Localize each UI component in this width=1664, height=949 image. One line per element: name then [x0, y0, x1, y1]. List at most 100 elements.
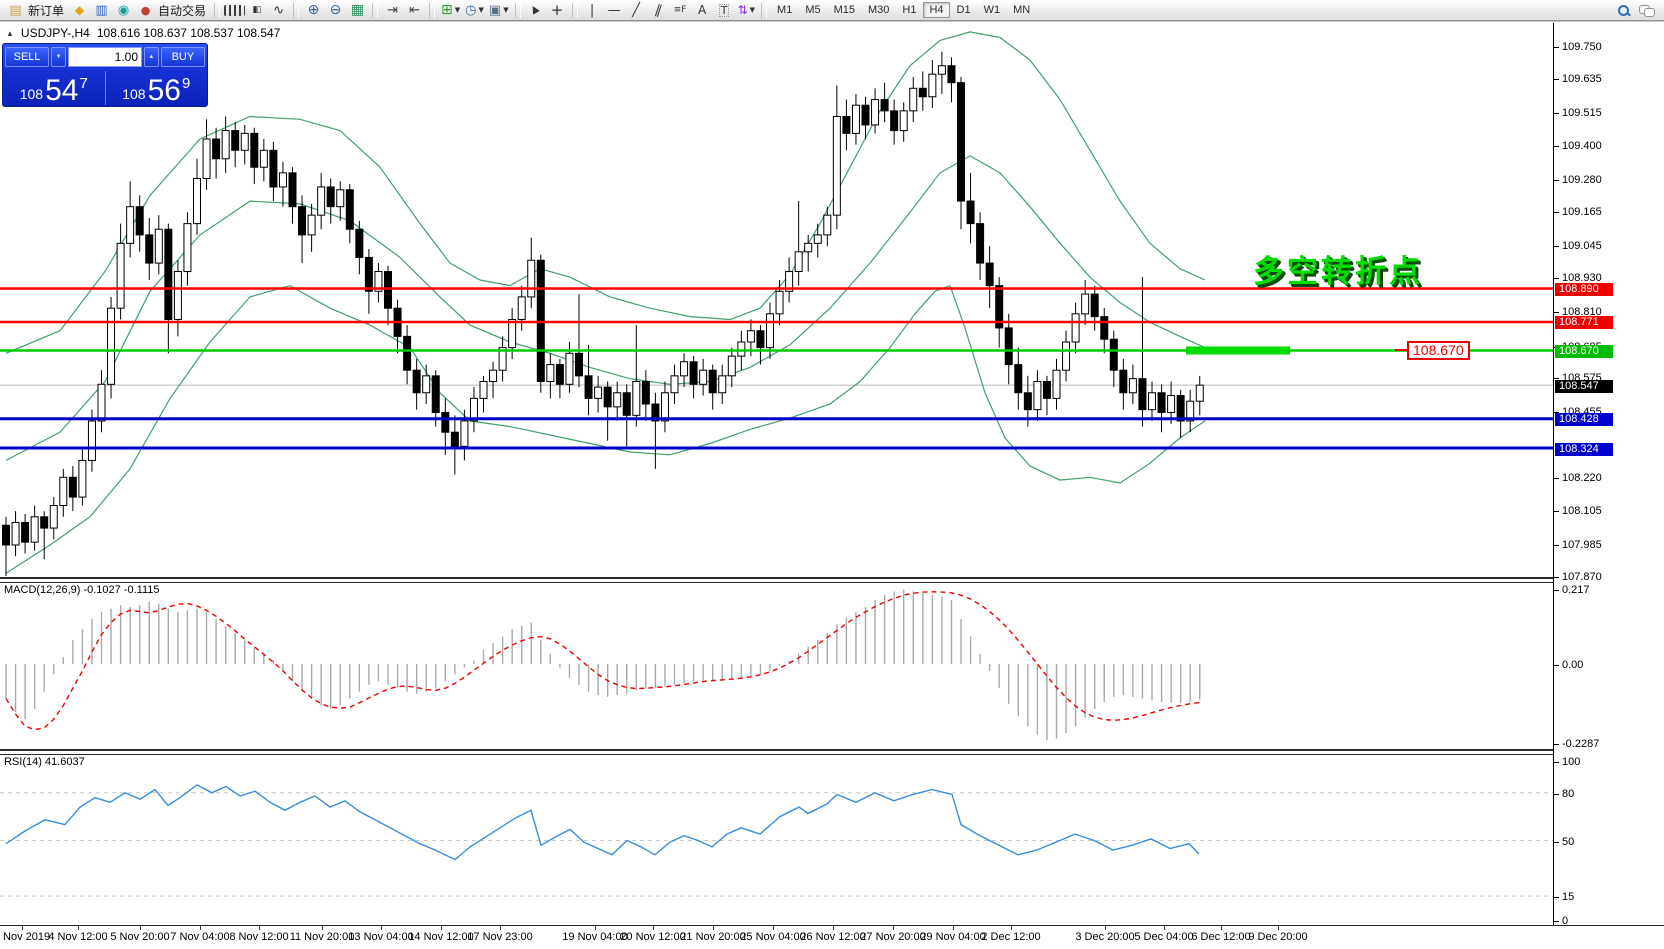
candle: [804, 234, 813, 272]
timeframe-d1[interactable]: D1: [956, 4, 971, 16]
chat-icon[interactable]: [1638, 3, 1659, 17]
candle: [1186, 389, 1195, 433]
vertical-line-icon[interactable]: [582, 2, 603, 19]
zoom-in-icon[interactable]: [303, 2, 324, 19]
candle: [59, 468, 68, 517]
lot-increase-button[interactable]: ▲: [144, 47, 159, 67]
main-price-chart[interactable]: [0, 23, 1553, 577]
price-axis[interactable]: 109.750 109.635 109.515 109.400 109.280 109.1…: [1553, 23, 1664, 927]
text-icon[interactable]: [692, 2, 713, 19]
toolbar-separator: [372, 2, 379, 18]
candle: [1157, 384, 1166, 433]
price-tag-box[interactable]: 108.670: [1407, 340, 1470, 360]
auto-scroll-icon[interactable]: [382, 2, 403, 19]
timeframe-m30[interactable]: M30: [868, 4, 890, 16]
text-label-icon[interactable]: [714, 2, 735, 19]
dropdown-caret-icon[interactable]: ▼: [478, 5, 484, 14]
candle: [21, 513, 30, 554]
dropdown-caret-icon[interactable]: ▼: [503, 5, 509, 14]
macd-tick-label: 0.00: [1553, 659, 1584, 671]
templates-icon[interactable]: ▼: [487, 2, 511, 19]
crosshair-icon[interactable]: [547, 2, 568, 19]
timeframe-m15[interactable]: M15: [833, 4, 855, 16]
trendline-icon[interactable]: [626, 2, 647, 19]
candle: [307, 203, 316, 252]
time-label: 9 Dec 20:00: [1248, 931, 1308, 943]
candle: [240, 124, 249, 165]
layout-profile-icon[interactable]: [69, 2, 90, 19]
time-tick: [1164, 926, 1165, 930]
tile-windows-icon[interactable]: [347, 2, 368, 19]
timeframe-h4[interactable]: H4: [923, 2, 950, 18]
candle: [1090, 285, 1099, 331]
line-chart-icon[interactable]: [268, 2, 289, 19]
channel-icon[interactable]: [648, 2, 669, 19]
time-label: 2 Dec 12:00: [981, 931, 1041, 943]
time-tick: [893, 926, 894, 930]
indicators-icon[interactable]: ▼: [439, 2, 462, 19]
buy-price[interactable]: 108 56 9: [106, 69, 208, 107]
candle: [498, 336, 507, 382]
fibonacci-icon[interactable]: [670, 2, 691, 19]
candle: [231, 122, 240, 168]
macd-panel-separator[interactable]: [0, 577, 1664, 583]
dropdown-caret-icon[interactable]: ▼: [749, 5, 756, 14]
rsi-panel[interactable]: [0, 753, 1553, 925]
chart-annotation-text[interactable]: 多空转折点: [1253, 254, 1423, 291]
candle: [555, 358, 564, 399]
price-tick-label: 109.400: [1554, 139, 1602, 152]
autotrading-icon[interactable]: [135, 2, 156, 19]
new-order-label[interactable]: 新订单: [28, 3, 65, 18]
green-highlight-segment[interactable]: [1186, 346, 1290, 355]
candle: [393, 299, 402, 354]
bollinger-upper-band: [5, 31, 1206, 354]
market-watch-icon[interactable]: [91, 2, 112, 19]
time-tick: [200, 926, 201, 930]
toolbar-separator: [429, 2, 436, 18]
horizontal-line-icon[interactable]: [604, 2, 625, 19]
candle: [622, 384, 631, 447]
timeframe-h1[interactable]: H1: [902, 4, 917, 16]
price-tick-label: 108.930: [1554, 272, 1602, 285]
timeframes-menu-icon[interactable]: ▼: [463, 2, 486, 19]
panel-collapse-icon[interactable]: ▲: [6, 28, 14, 38]
lot-size-input[interactable]: [68, 47, 142, 67]
candle: [718, 364, 727, 405]
macd-panel[interactable]: [0, 582, 1553, 748]
buy-button[interactable]: BUY: [160, 47, 205, 67]
time-label: 4 Nov 12:00: [48, 931, 108, 943]
rsi-panel-separator[interactable]: [0, 749, 1664, 755]
time-tick: [381, 926, 382, 930]
autotrading-label[interactable]: 自动交易: [158, 3, 207, 18]
timeframe-m5[interactable]: M5: [805, 4, 821, 16]
candle: [422, 364, 431, 405]
cursor-icon[interactable]: [525, 2, 546, 19]
time-label: 1 Nov 2019: [0, 931, 51, 943]
candle: [126, 181, 135, 258]
zoom-out-icon[interactable]: [325, 2, 346, 19]
timeframe-w1[interactable]: W1: [983, 4, 1001, 16]
candle: [603, 381, 612, 441]
timeframe-mn[interactable]: MN: [1013, 4, 1031, 16]
signals-icon[interactable]: [113, 2, 134, 19]
candle: [49, 497, 58, 540]
candle: [594, 375, 603, 413]
bar-chart-icon[interactable]: [224, 4, 246, 16]
sell-button[interactable]: SELL: [5, 47, 50, 67]
new-order-icon[interactable]: [5, 2, 26, 19]
candlestick-chart-icon[interactable]: [246, 2, 267, 19]
candle: [326, 178, 335, 224]
arrows-icon[interactable]: ▼: [736, 2, 757, 19]
time-label: 14 Nov 12:00: [408, 931, 474, 943]
dropdown-caret-icon[interactable]: ▼: [454, 5, 461, 14]
candle: [11, 511, 20, 557]
chart-shift-icon[interactable]: [404, 2, 425, 19]
candle: [947, 57, 956, 103]
timeframe-m1[interactable]: M1: [777, 4, 793, 16]
sell-price[interactable]: 108 54 7: [3, 69, 105, 107]
lot-decrease-button[interactable]: ▼: [51, 47, 66, 67]
sell-price-sup: 7: [79, 75, 88, 92]
candle: [880, 82, 889, 123]
search-icon[interactable]: [1616, 3, 1637, 17]
